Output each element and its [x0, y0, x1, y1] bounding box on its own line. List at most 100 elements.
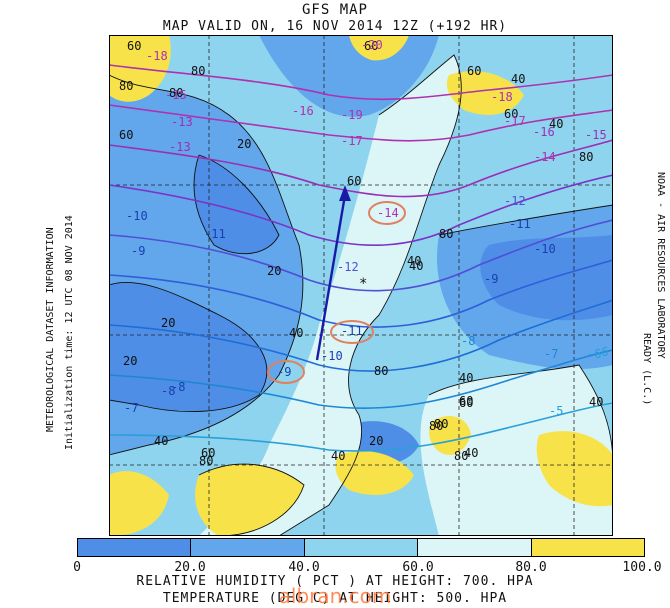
temp-label: -11	[204, 227, 226, 241]
colorbar-tick: 20.0	[174, 560, 206, 575]
temp-label: -8	[171, 380, 185, 394]
rh-label: 40	[459, 371, 473, 385]
rh-zone-80-100-north	[349, 35, 409, 61]
rh-label: 80	[439, 227, 453, 241]
temp-label: -6	[587, 347, 601, 361]
temp-label: -9	[484, 272, 498, 286]
temp-label: -7	[124, 401, 138, 415]
rh-zone-20-40-north	[259, 35, 439, 117]
rh-label: 20	[267, 264, 281, 278]
rh-caption: RELATIVE HUMIDITY ( PCT ) AT HEIGHT: 700…	[136, 574, 534, 589]
rh-label: 60	[459, 394, 473, 408]
temp-label: -15	[585, 128, 607, 142]
rh-label: 60	[364, 39, 378, 53]
rh-zone-60-80-band	[199, 55, 462, 536]
temp-label: -18	[491, 90, 513, 104]
colorbar-tick: 60.0	[402, 560, 434, 575]
colorbar-segment-0-20	[78, 539, 192, 556]
temp-label: -15	[165, 88, 187, 102]
rh-label: 40	[409, 259, 423, 273]
temp-label: -14	[377, 206, 399, 220]
map-valid-time: MAP VALID ON, 16 NOV 2014 12Z (+192 HR)	[162, 19, 508, 34]
temp-label: -18	[146, 49, 168, 63]
rh-label: 80	[119, 79, 133, 93]
colorbar-segment-40-60	[304, 539, 419, 556]
rh-label: 80	[579, 150, 593, 164]
temp-label: -9	[131, 244, 145, 258]
rh-label: 20	[369, 434, 383, 448]
map-frame	[109, 35, 613, 536]
rh-label: 20	[237, 137, 251, 151]
temp-label: -11	[341, 324, 363, 338]
rh-label: 60	[119, 128, 133, 142]
temperature-contours	[109, 64, 613, 452]
colorbar-segment-60-80	[418, 539, 532, 556]
rh-label: 60	[459, 396, 473, 410]
location-marker-icon: *	[359, 276, 367, 292]
rh-label: 40	[511, 72, 525, 86]
rh-label: 80	[199, 454, 213, 468]
rh-label: 40	[289, 326, 303, 340]
temp-label: -16	[292, 104, 314, 118]
rh-label: 40	[549, 117, 563, 131]
rh-zone-0-20-central	[194, 155, 279, 254]
weather-map: 60 80 80 60 80 60 60 40 20 40 20 40 20 2…	[109, 35, 613, 536]
rh-zone-80-100-far-se	[536, 431, 613, 507]
rh-label: 60	[504, 107, 518, 121]
rh-label: 60	[467, 64, 481, 78]
temp-label: -16	[533, 125, 555, 139]
rh-label: 40	[589, 395, 603, 409]
rh-label: 20	[161, 316, 175, 330]
rh-label: 40	[464, 446, 478, 460]
temp-label: -14	[534, 150, 556, 164]
colorbar-tick: 80.0	[515, 560, 547, 575]
rh-label: 60	[201, 446, 215, 460]
temperature-labels: -20 -18 -15 -16 -19 -13 -18 -17 -16 -15 …	[124, 38, 608, 418]
temp-label: -9	[277, 365, 291, 379]
rh-label: 80	[454, 449, 468, 463]
temp-label: -8	[161, 384, 175, 398]
noaa-credit-label: NOAA - AIR RESOURCES LABORATORY	[655, 172, 666, 359]
temp-label: -10	[534, 242, 556, 256]
colorbar-tick: 40.0	[288, 560, 320, 575]
temp-label: -12	[337, 260, 359, 274]
temp-label: -13	[171, 115, 193, 129]
rh-zone-80-100-e	[429, 415, 471, 455]
rh-zone-0-20	[109, 282, 267, 412]
rh-label: 80	[374, 364, 388, 378]
ready-credit-label: READY (L.C.)	[641, 333, 652, 406]
rh-label: 80	[434, 417, 448, 431]
rh-label: 20	[123, 354, 137, 368]
temp-label: -11	[509, 217, 531, 231]
temp-label: -5	[549, 404, 563, 418]
rh-label: 80	[429, 419, 443, 433]
temp-label: -6	[594, 345, 608, 359]
temperature-caption: TEMPERATURE (DEG C) AT HEIGHT: 500. HPA	[162, 591, 508, 606]
rh-zone-80-100-se	[335, 451, 414, 495]
temp-label: -17	[341, 134, 363, 148]
temp-label: -7	[544, 347, 558, 361]
temp-label: -12	[504, 194, 526, 208]
watermark: albran.com	[278, 584, 392, 608]
circle-highlight-2	[330, 320, 374, 344]
rh-label: 40	[331, 449, 345, 463]
rh-label: 60	[127, 39, 141, 53]
temp-label: -10	[126, 209, 148, 223]
rh-label: 80	[191, 64, 205, 78]
colorbar-segment-80-100	[531, 539, 645, 556]
temp-label: -8	[461, 334, 475, 348]
map-title: GFS MAP	[301, 2, 368, 18]
rh-label: 60	[347, 174, 361, 188]
circle-highlight-3	[267, 360, 305, 384]
circle-highlight-1	[368, 201, 406, 225]
colorbar-tick: 100.0	[622, 560, 662, 575]
rh-contours	[109, 54, 613, 536]
rh-label: 40	[154, 434, 168, 448]
temp-label: -17	[504, 114, 526, 128]
temp-label: -20	[361, 38, 383, 52]
dataset-info-label: METEOROLOGICAL DATASET INFORMATION	[45, 227, 56, 432]
rh-zone-80-100-s	[195, 464, 304, 536]
colorbar-segment-20-40	[191, 539, 305, 556]
initialization-time-label: Initialization time: 12 UTC 08 NOV 2014	[64, 215, 75, 450]
advection-arrow	[315, 185, 351, 361]
